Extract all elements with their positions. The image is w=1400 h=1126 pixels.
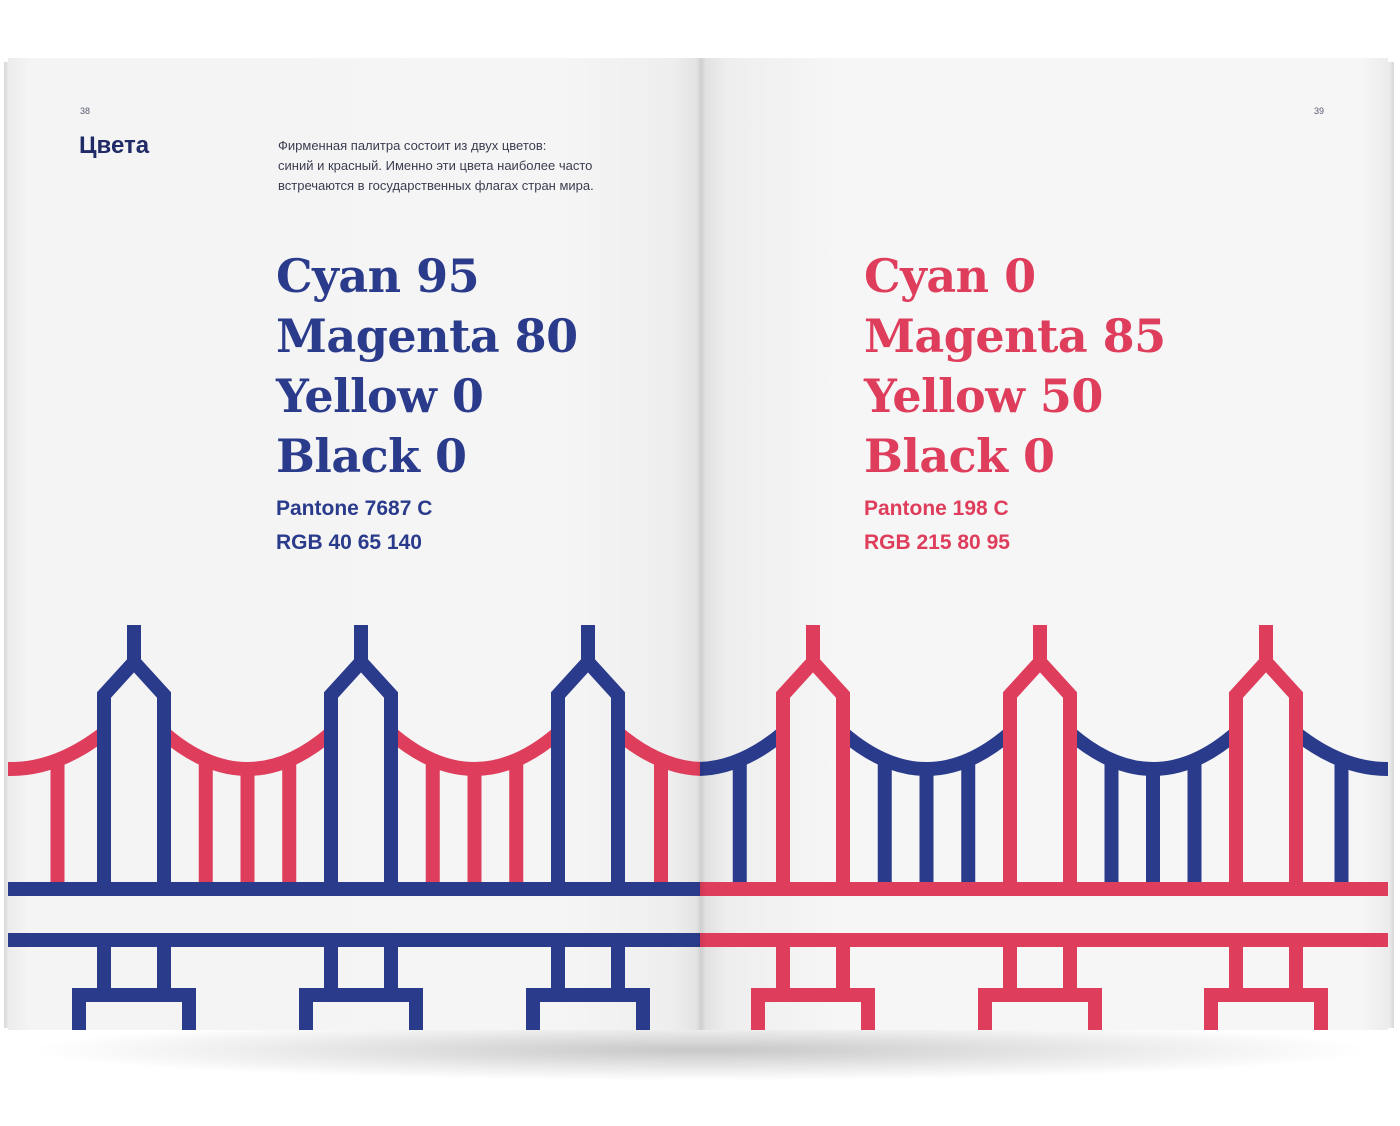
tower-footing [978, 988, 1102, 1030]
right-page: 39 Cyan 0 Magenta 85 Yellow 50 Black 0 P… [700, 58, 1388, 1030]
bridge-right-half [700, 625, 1388, 1030]
black-value: Black 0 [276, 429, 467, 483]
bridge-tower [1229, 651, 1303, 882]
bridge-tower [776, 651, 850, 882]
intro-line: Фирменная палитра состоит из двух цветов… [278, 138, 547, 153]
suspension-cable [838, 727, 1015, 776]
intro-text: Фирменная палитра состоит из двух цветов… [278, 136, 638, 196]
suspension-cable [159, 727, 336, 776]
intro-line: синий и красный. Именно эти цвета наибол… [278, 158, 593, 173]
page-edge-left [4, 62, 10, 1028]
pantone-value: Pantone 198 C [864, 497, 1009, 520]
yellow-value: Yellow 50 [864, 369, 1103, 423]
cyan-value: Cyan 95 [276, 249, 480, 303]
cyan-value: Cyan 0 [864, 249, 1036, 303]
rgb-value: RGB 215 80 95 [864, 531, 1010, 554]
tower-footing [751, 988, 875, 1030]
magenta-value: Magenta 80 [276, 309, 578, 363]
page-number-right: 39 [1313, 106, 1324, 116]
suspension-cable [8, 727, 109, 776]
pantone-value: Pantone 7687 C [276, 497, 433, 520]
yellow-value: Yellow 0 [276, 369, 484, 423]
bridge-tower [1003, 651, 1077, 882]
black-value: Black 0 [864, 429, 1055, 483]
book-shadow [40, 1020, 1360, 1080]
page-edge-right [1388, 62, 1394, 1028]
magenta-value: Magenta 85 [864, 309, 1166, 363]
suspension-cable [700, 727, 788, 776]
blue-color-spec: Cyan 95 Magenta 80 Yellow 0 Black 0 Pant… [276, 246, 578, 560]
bridge-tower [324, 651, 398, 882]
tower-footing [72, 988, 196, 1030]
tower-footing [299, 988, 423, 1030]
bridge-left-half [8, 625, 700, 1030]
tower-footing [526, 988, 650, 1030]
left-page: 38 Цвета Фирменная палитра состоит из дв… [8, 58, 700, 1030]
suspension-cable [1291, 727, 1388, 776]
suspension-cable [613, 727, 700, 776]
tower-footing [1204, 988, 1328, 1030]
suspension-cable [386, 727, 563, 776]
intro-line: встречаются в государственных флагах стр… [278, 178, 594, 193]
bridge-tower [97, 651, 171, 882]
page-number-left: 38 [80, 106, 91, 116]
suspension-cable [1065, 727, 1241, 776]
page-heading: Цвета [79, 132, 150, 159]
bridge-tower [551, 651, 625, 882]
red-color-spec: Cyan 0 Magenta 85 Yellow 50 Black 0 Pant… [864, 246, 1166, 560]
rgb-value: RGB 40 65 140 [276, 531, 422, 554]
